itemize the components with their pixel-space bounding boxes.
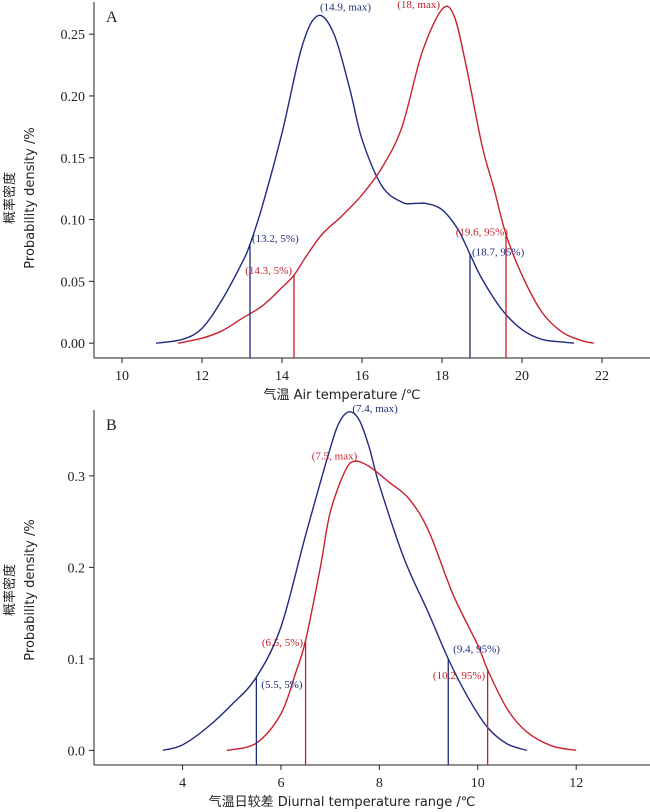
data-annotation: (7.4, max) bbox=[352, 403, 398, 415]
panel-label: A bbox=[106, 9, 118, 26]
data-annotation: (6.5, 5%) bbox=[262, 637, 304, 649]
y-tick-label: 0.15 bbox=[61, 152, 86, 167]
y-tick-label: 0.20 bbox=[61, 90, 86, 105]
data-annotation: (7.5, max) bbox=[312, 450, 358, 462]
data-annotation: (9.4, 95%) bbox=[453, 643, 500, 655]
x-tick-label: 12 bbox=[195, 369, 209, 384]
chart-panel-b: 4 6 8 10 12 0.0 0.1 0.2 0.3 B 气温日较差 Diurnal temper… bbox=[2, 403, 650, 810]
data-annotation: (5.5, 5%) bbox=[261, 679, 303, 691]
x-tick-label: 22 bbox=[595, 369, 609, 384]
data-annotation: (18, max) bbox=[397, 0, 440, 11]
x-tick-label: 12 bbox=[569, 776, 583, 791]
x-tick-label: 20 bbox=[515, 369, 529, 384]
data-annotation: (14.9, max) bbox=[320, 2, 371, 14]
data-annotation: (14.3, 5%) bbox=[245, 265, 292, 277]
data-annotation: (10.2, 95%) bbox=[433, 670, 486, 682]
x-tick-label: 18 bbox=[435, 369, 449, 384]
x-tick-label: 10 bbox=[471, 776, 485, 791]
panel-label: B bbox=[106, 417, 117, 434]
x-tick-label: 14 bbox=[275, 369, 289, 384]
series-line-blue bbox=[162, 411, 528, 752]
x-tick-label: 4 bbox=[179, 776, 186, 791]
data-annotation: (13.2, 5%) bbox=[252, 233, 299, 245]
x-tick-label: 10 bbox=[115, 369, 129, 384]
data-annotation: (18.7, 95%) bbox=[472, 246, 525, 258]
y-axis-title-cn: 概率密度 bbox=[2, 172, 18, 224]
x-tick-label: 8 bbox=[376, 776, 383, 791]
y-tick-label: 0.0 bbox=[68, 744, 86, 759]
y-tick-label: 0.1 bbox=[68, 653, 86, 668]
y-tick-label: 0.3 bbox=[68, 470, 86, 485]
series-line-blue bbox=[155, 14, 575, 344]
x-axis-title: 气温日较差 Diurnal temperature range /℃ bbox=[209, 794, 476, 810]
y-tick-label: 0.2 bbox=[68, 561, 86, 576]
x-tick-label: 16 bbox=[355, 369, 369, 384]
y-axis-title-en: Probability density /% bbox=[23, 519, 38, 660]
chart-panel-a: 10 12 14 16 18 20 22 0.00 0.05 0.10 0.15 0.20 0.25 A 气… bbox=[2, 0, 650, 403]
y-tick-label: 0.05 bbox=[61, 275, 86, 290]
x-axis-title: 气温 Air temperature /℃ bbox=[264, 387, 421, 403]
y-tick-label: 0.10 bbox=[61, 214, 86, 229]
series-line-red bbox=[226, 460, 577, 752]
x-tick-label: 6 bbox=[277, 776, 284, 791]
data-annotation: (19.6, 95%) bbox=[456, 227, 509, 239]
y-tick-label: 0.25 bbox=[61, 28, 86, 43]
y-tick-label: 0.00 bbox=[61, 337, 86, 352]
series-line-red bbox=[177, 5, 595, 344]
y-axis-title-cn: 概率密度 bbox=[2, 564, 18, 616]
y-axis-title-en: Probability density /% bbox=[23, 127, 38, 268]
